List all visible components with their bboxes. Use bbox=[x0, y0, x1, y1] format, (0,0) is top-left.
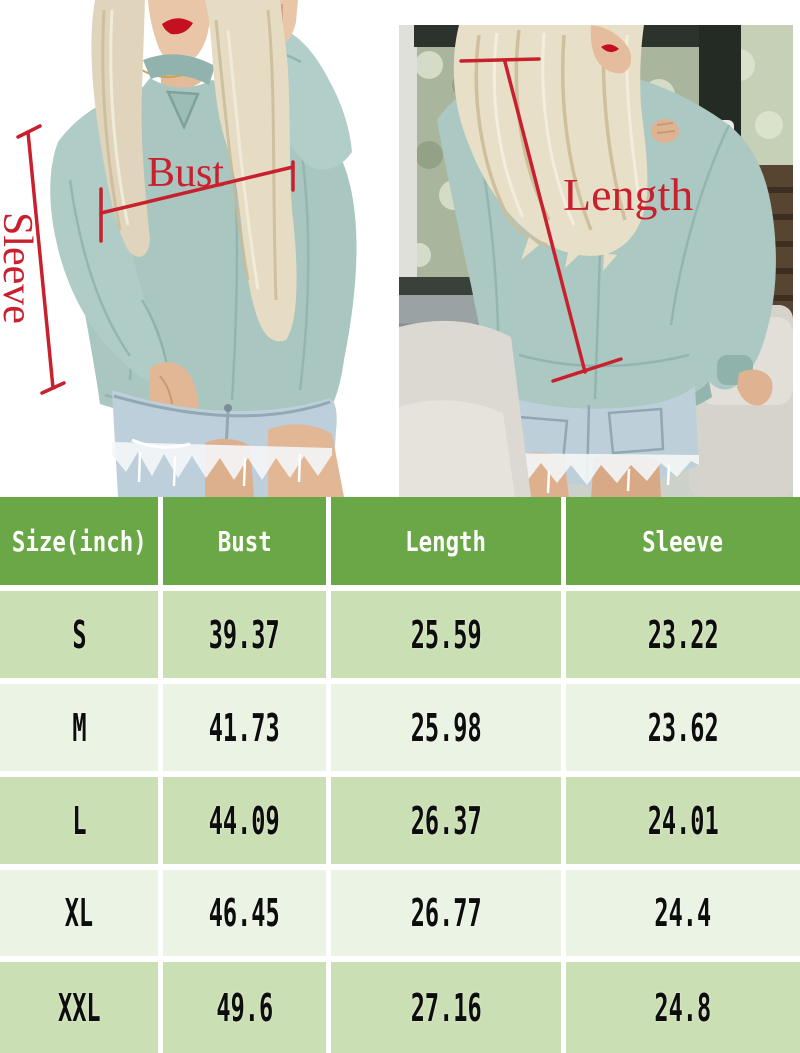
col-header-sleeve: Sleeve bbox=[566, 497, 800, 585]
bust-arrow bbox=[99, 165, 295, 215]
col-header-size: Size(inch) bbox=[0, 497, 158, 585]
row-m-length: 25.98 bbox=[331, 684, 561, 771]
row-l-length: 26.37 bbox=[331, 777, 561, 864]
row-l-sleeve: 24.01 bbox=[566, 777, 800, 864]
back-figure bbox=[399, 25, 776, 497]
col-header-length: Length bbox=[331, 497, 561, 585]
sleeve-label: Sleeve bbox=[0, 212, 40, 324]
row-m-size: M bbox=[0, 684, 158, 771]
lips bbox=[162, 18, 193, 35]
row-xxl-size: XXL bbox=[0, 962, 158, 1053]
row-m-bust: 41.73 bbox=[163, 684, 326, 771]
back-measurements bbox=[459, 57, 623, 383]
sleeve-arrow bbox=[26, 130, 55, 390]
row-xxl-sleeve: 24.8 bbox=[566, 962, 800, 1053]
leg bbox=[268, 424, 344, 497]
row-xxl-bust: 49.6 bbox=[163, 962, 326, 1053]
row-m-sleeve: 23.62 bbox=[566, 684, 800, 771]
size-chart-table: Size(inch) Bust Length Sleeve S 39.37 25… bbox=[0, 497, 800, 1053]
row-s-sleeve: 23.22 bbox=[566, 591, 800, 678]
back-photo-illustration: Length bbox=[399, 25, 793, 497]
length-arrow bbox=[503, 60, 587, 374]
back-hand bbox=[737, 369, 773, 406]
lips bbox=[601, 44, 619, 53]
frayed-hem bbox=[112, 442, 332, 480]
front-figure bbox=[50, 0, 357, 497]
bust-label: Bust bbox=[147, 150, 224, 196]
back-photo: Length bbox=[399, 25, 793, 497]
hair-left bbox=[91, 0, 150, 257]
front-left-sleeve bbox=[50, 100, 170, 383]
front-photo: Bust Sleeve bbox=[0, 0, 385, 497]
frayed-hem bbox=[484, 453, 699, 485]
length-label: Length bbox=[563, 169, 693, 220]
front-photo-illustration: Bust Sleeve bbox=[0, 0, 385, 497]
row-l-bust: 44.09 bbox=[163, 777, 326, 864]
row-l-size: L bbox=[0, 777, 158, 864]
row-s-size: S bbox=[0, 591, 158, 678]
row-xl-size: XL bbox=[0, 870, 158, 956]
hair-back bbox=[453, 25, 648, 256]
front-measurements bbox=[16, 124, 295, 395]
row-s-length: 25.59 bbox=[331, 591, 561, 678]
row-xxl-length: 27.16 bbox=[331, 962, 561, 1053]
v-notch bbox=[165, 90, 200, 131]
row-xl-length: 26.77 bbox=[331, 870, 561, 956]
collar bbox=[143, 54, 215, 85]
row-xl-bust: 46.45 bbox=[163, 870, 326, 956]
row-s-bust: 39.37 bbox=[163, 591, 326, 678]
row-xl-sleeve: 24.4 bbox=[566, 870, 800, 956]
col-header-bust: Bust bbox=[163, 497, 326, 585]
